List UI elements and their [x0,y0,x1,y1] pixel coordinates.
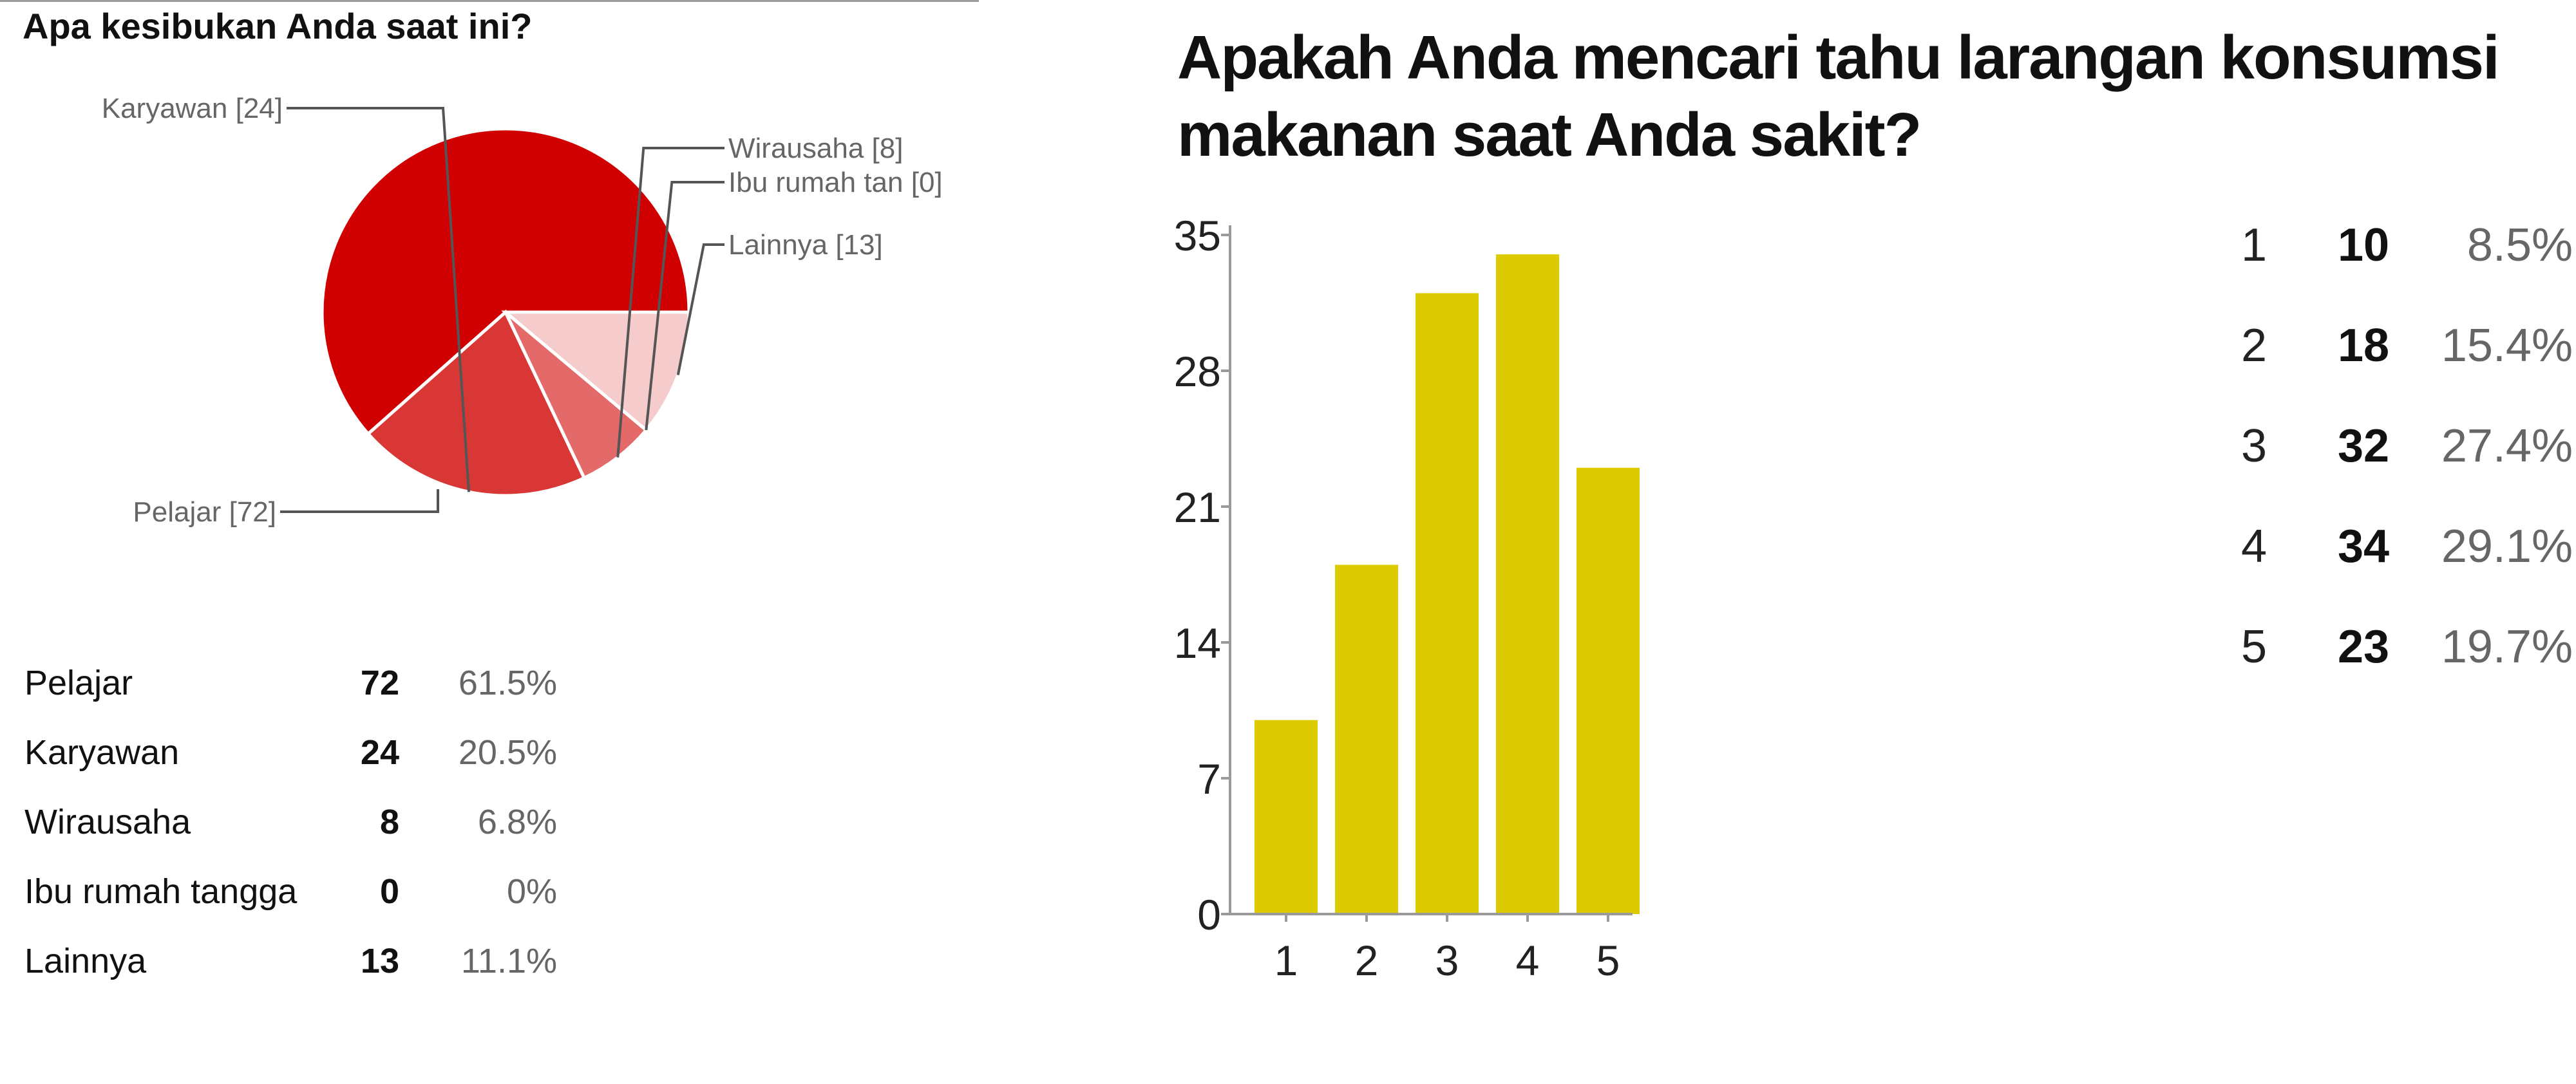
pie-leader-wirausaha [616,147,724,458]
bar-table-percent: 15.4% [2441,320,2573,371]
x-tick-label: 2 [1355,937,1379,984]
y-tick-label: 21 [1174,483,1221,531]
bar-table-percent: 8.5% [2467,220,2573,271]
bar-table-category: 4 [2241,521,2268,572]
x-tick-label: 3 [1435,937,1459,984]
bar-table-count: 10 [2338,220,2390,271]
y-tick-label: 7 [1197,755,1221,803]
bar-chart-panel: Apakah Anda mencari tahu larangan konsum… [1146,0,2576,1084]
pie-label-lainnya: Lainnya [13] [728,229,883,261]
bar-table-category: 2 [2241,320,2268,371]
pie-table-count: 24 [360,733,399,772]
bar-2 [1335,565,1398,914]
pie-slices [320,127,691,498]
bar-table-row: 1 10 8.5% [2241,219,2576,290]
pie-leader-lines [280,107,724,513]
bar-3 [1416,293,1479,914]
pie-table-count: 13 [360,942,399,980]
pie-label-pelajar: Pelajar [72] [133,496,276,528]
bar-table-row: 3 32 27.4% [2241,420,2576,491]
pie-table-label: Ibu rumah tangga [24,872,298,911]
pie-chart-title: Apa kesibukan Anda saat ini? [23,6,533,46]
pie-leader-pelajar [280,489,439,513]
pie-label-ibu-rumah-tangga: Ibu rumah tan [0] [728,167,943,198]
bar-5 [1577,467,1640,914]
x-tick-label: 4 [1516,937,1540,984]
pie-table-percent: 20.5% [458,733,557,772]
bar-table-row: 4 34 29.1% [2241,520,2576,591]
pie-table-label: Karyawan [24,733,180,772]
pie-slice-pelajar [320,127,691,436]
bar-table-category: 1 [2241,220,2268,271]
pie-table-label: Pelajar [24,664,133,702]
y-tick-label: 28 [1174,348,1221,395]
x-tick-label: 1 [1274,937,1298,984]
pie-label-wirausaha: Wirausaha [8] [728,133,903,164]
pie-labels: Pelajar [72] Karyawan [24] Wirausaha [8]Ib… [102,93,943,528]
pie-table-row: Lainnya 13 11.1% [0,941,580,993]
y-tick-label: 0 [1197,891,1221,939]
pie-leader-lainnya [676,243,724,375]
pie-chart: Pelajar [72] Karyawan [24] Wirausaha [8]Ib… [102,93,943,528]
bar-table-percent: 29.1% [2441,521,2573,572]
bar-table-count: 34 [2338,521,2390,572]
bar-table-row: 5 23 19.7% [2241,621,2576,691]
pie-table-percent: 11.1% [460,942,557,980]
pie-table-count: 8 [379,803,399,841]
pie-table-row: Karyawan 24 20.5% [0,733,580,784]
bar-chart: 0 7 14 21 28 35 1 2 3 4 5 [1174,212,1640,984]
bar-axes [1229,225,1633,915]
pie-table-count: 72 [360,664,399,702]
top-divider [0,0,979,2]
pie-table-row: Wirausaha 8 6.8% [0,802,580,854]
pie-table-percent: 61.5% [458,664,557,702]
bar-4 [1496,254,1559,915]
bar-table-row: 2 18 15.4% [2241,319,2576,390]
pie-table-label: Lainnya [24,942,147,980]
x-tick-label: 5 [1596,937,1620,984]
pie-table-row: Ibu rumah tangga 0 0% [0,872,580,923]
bar-table-count: 32 [2338,420,2390,472]
pie-table-label: Wirausaha [24,803,191,841]
pie-table-count: 0 [379,872,399,911]
pie-leader-ibu-rumah-tangga [645,181,724,431]
pie-leader-karyawan [287,107,470,492]
bar-series [1255,254,1640,915]
pie-table-row: Pelajar 72 61.5% [0,663,580,715]
pie-chart-panel: Apa kesibukan Anda saat ini? Pelajar [72… [0,0,979,1084]
bar-1 [1255,720,1318,914]
pie-table-percent: 6.8% [477,803,557,841]
bar-chart-title: Apakah Anda mencari tahu larangan konsum… [1177,23,2500,169]
y-tick-label: 35 [1174,212,1221,259]
pie-table-percent: 0% [506,872,557,911]
bar-table-category: 3 [2241,420,2268,472]
y-tick-label: 14 [1174,619,1221,667]
bar-table-count: 23 [2338,621,2390,673]
y-axis-ticks: 0 7 14 21 28 35 [1174,212,1230,939]
bar-table-category: 5 [2241,621,2268,673]
bar-table-percent: 27.4% [2441,420,2573,472]
bar-table-percent: 19.7% [2441,621,2573,673]
bar-table-count: 18 [2338,320,2390,371]
pie-label-karyawan: Karyawan [24] [102,93,283,124]
x-axis-ticks: 1 2 3 4 5 [1274,914,1620,984]
